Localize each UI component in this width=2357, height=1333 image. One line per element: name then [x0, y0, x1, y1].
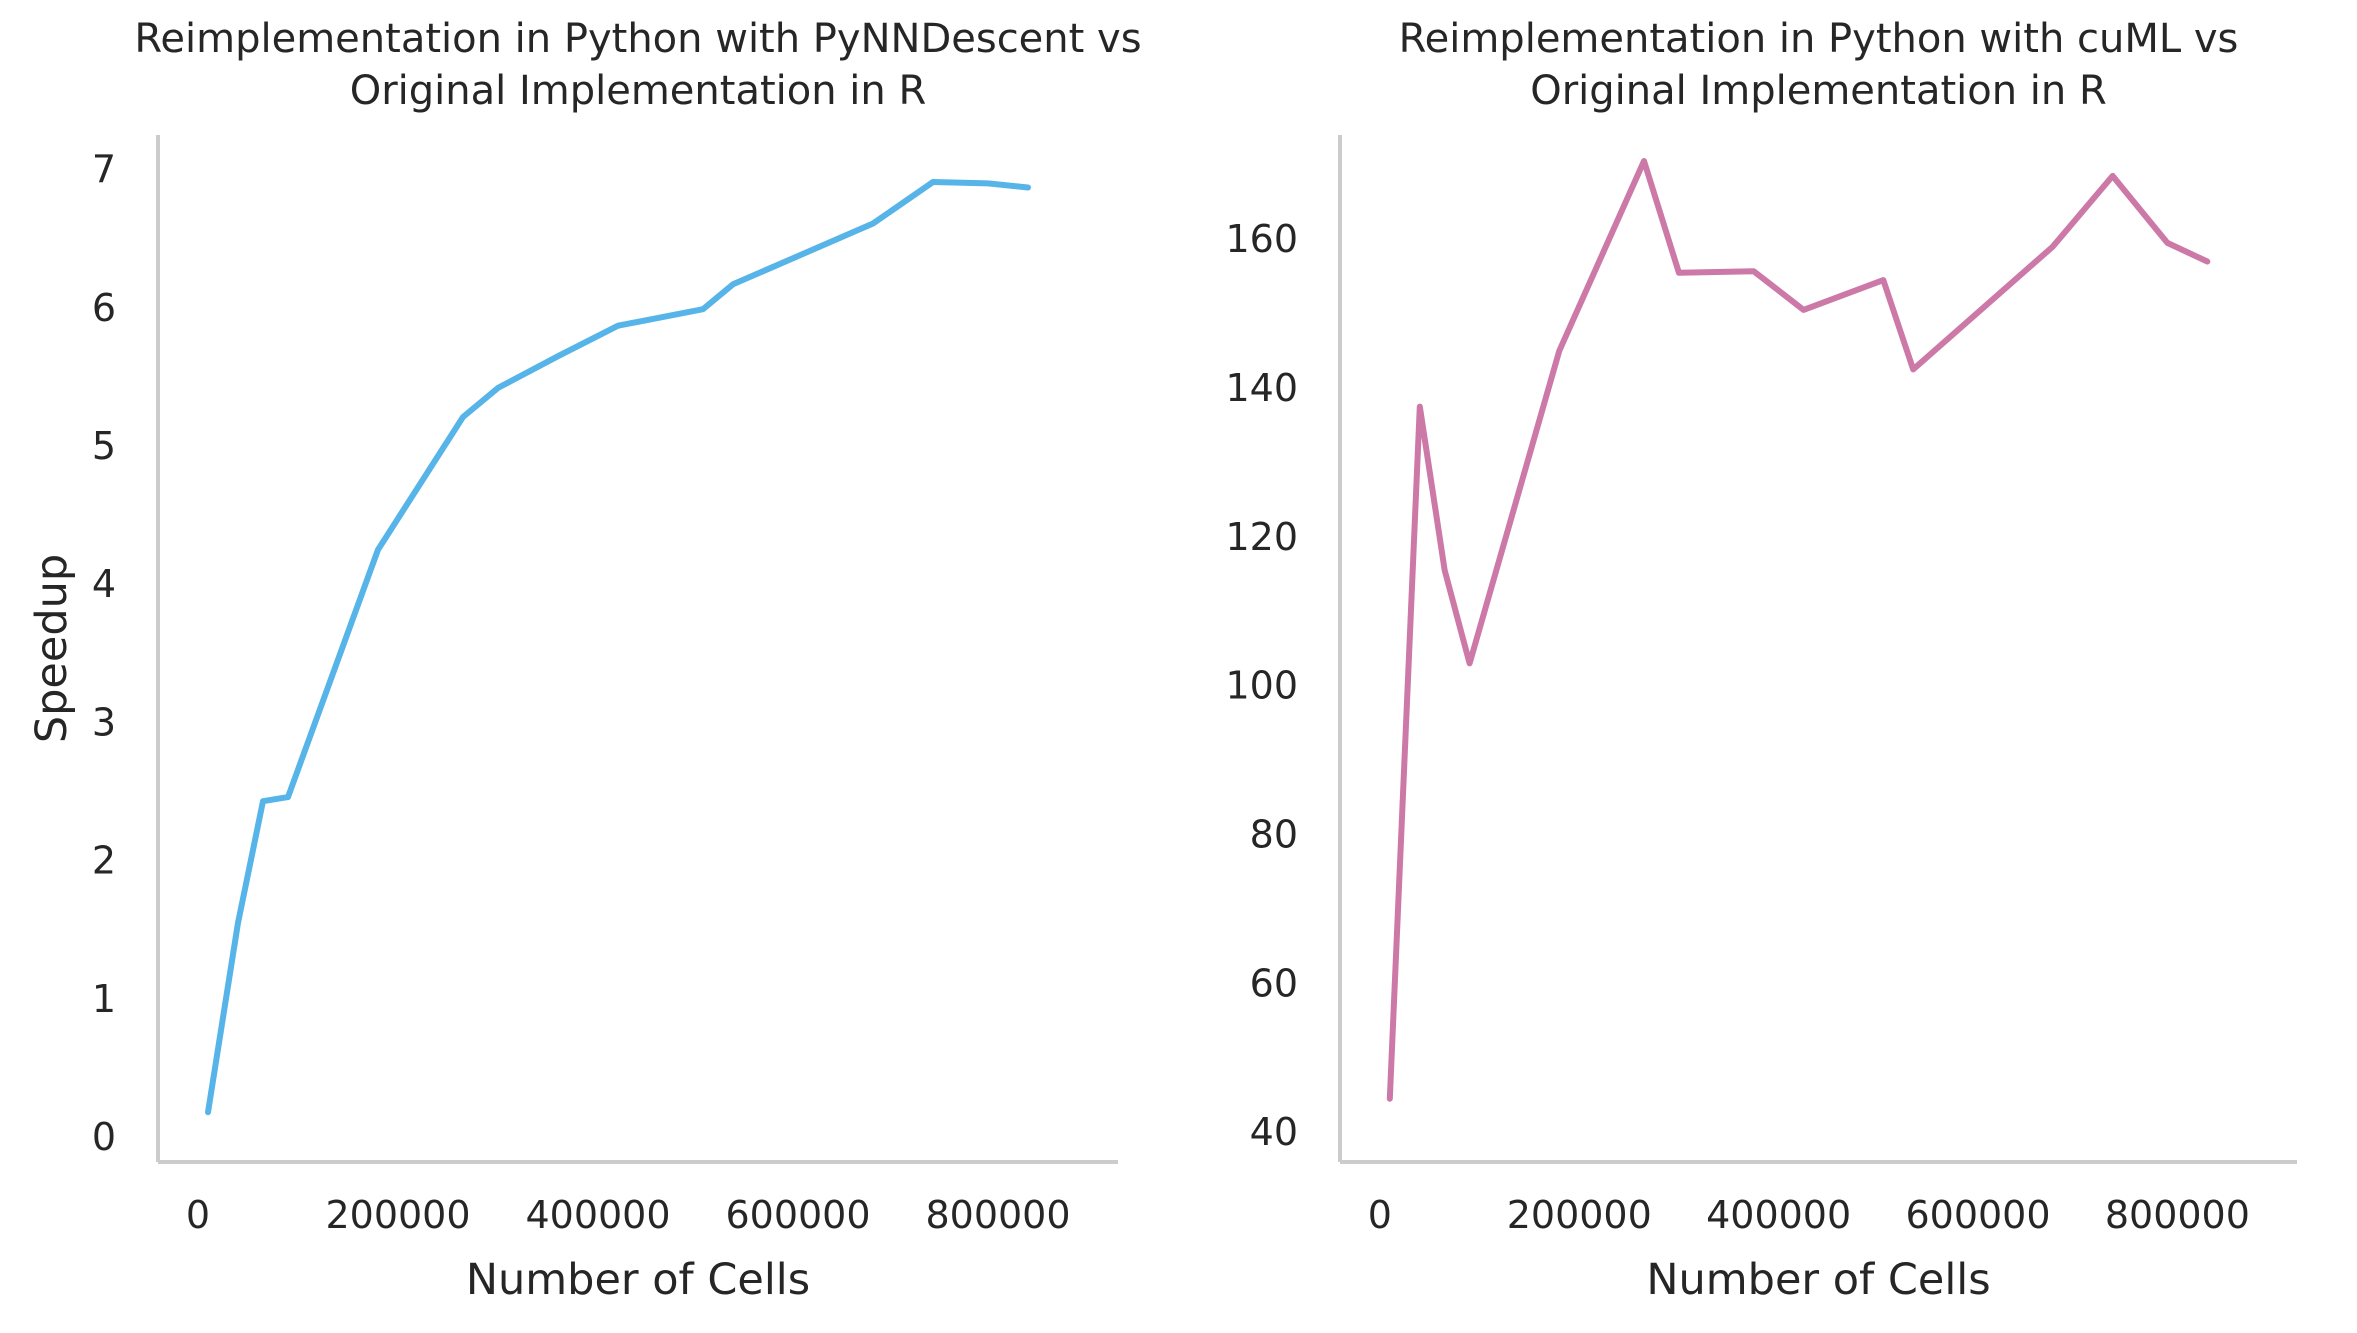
- x-tick-label: 400000: [525, 1193, 670, 1237]
- x-tick-label: 0: [1368, 1193, 1392, 1237]
- y-tick-label: 140: [1225, 366, 1298, 410]
- chart-title-line: Original Implementation in R: [350, 68, 927, 114]
- y-tick-label: 40: [1250, 1110, 1298, 1154]
- panel-cuml: Reimplementation in Python with cuML vs O…: [1225, 16, 2297, 1305]
- chart-title-line: Reimplementation in Python with PyNNDesc…: [134, 16, 1141, 62]
- x-axis-label: Number of Cells: [466, 1255, 810, 1305]
- y-tick-label: 1: [92, 977, 116, 1021]
- y-tick-label: 4: [92, 562, 116, 606]
- x-tick-label: 0: [186, 1193, 210, 1237]
- series-line: [1386, 158, 2211, 1102]
- y-tick-label: 2: [92, 839, 116, 883]
- y-tick-label: 6: [92, 286, 116, 330]
- x-tick-label: 600000: [725, 1193, 870, 1237]
- x-tick-label: 800000: [2105, 1193, 2250, 1237]
- chart-title-line: Reimplementation in Python with cuML vs: [1399, 16, 2239, 62]
- chart-title-line: Original Implementation in R: [1530, 68, 2107, 114]
- panel-pynndescent: Reimplementation in Python with PyNNDesc…: [27, 16, 1142, 1305]
- y-tick-label: 100: [1225, 664, 1298, 708]
- y-tick-label: 7: [92, 148, 116, 192]
- x-tick-label: 600000: [1905, 1193, 2050, 1237]
- x-tick-label: 200000: [1507, 1193, 1652, 1237]
- y-tick-label: 120: [1225, 515, 1298, 559]
- x-tick-label: 200000: [325, 1193, 470, 1237]
- series-line: [205, 179, 1031, 1116]
- y-tick-label: 60: [1250, 961, 1298, 1005]
- x-tick-label: 800000: [925, 1193, 1070, 1237]
- y-tick-label: 3: [92, 700, 116, 744]
- y-tick-label: 160: [1225, 217, 1298, 261]
- y-axis-label: Speedup: [27, 554, 77, 743]
- y-tick-label: 5: [92, 424, 116, 468]
- y-tick-label: 0: [92, 1115, 116, 1159]
- x-axis-label: Number of Cells: [1646, 1255, 1990, 1305]
- x-tick-label: 400000: [1706, 1193, 1851, 1237]
- y-tick-label: 80: [1250, 813, 1298, 857]
